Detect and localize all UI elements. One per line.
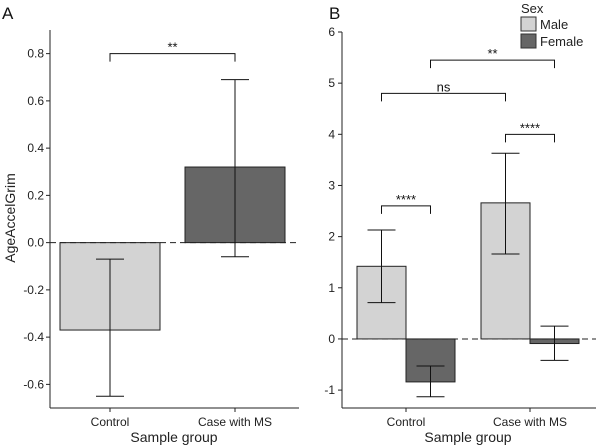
- panel-a-significance-bracket: [109, 53, 236, 62]
- panel-a-y-tick-label: -0.2: [23, 283, 44, 297]
- panel-a-y-axis-title: AgeAccelGrim: [2, 173, 18, 262]
- panel-b-y-tick-label: 6: [328, 25, 335, 39]
- panel-b-x-tick-label-case-with-ms: Case with MS: [493, 415, 567, 429]
- panel-a-significance-label: **: [167, 40, 177, 55]
- legend-label-female: Female: [540, 34, 583, 49]
- panel-b-y-tick-label: 0: [328, 332, 335, 346]
- panel-b-significance-bracket-3: [430, 59, 555, 69]
- panel-b: B Sample group -1 0 1 2 3 4 5 6 Control Case wit…: [324, 1, 596, 445]
- panel-b-y-tick-label: -1: [324, 383, 335, 397]
- panel-b-significance-bracket-2: [381, 92, 506, 102]
- legend-swatch-female: [520, 33, 537, 49]
- panel-a-y-tick-label: -0.4: [23, 330, 44, 344]
- panel-a-x-axis: Control Case with MS: [91, 408, 272, 429]
- panel-a-y-tick-label: 0.8: [27, 47, 44, 61]
- panel-b-significance-label-3: **: [487, 46, 497, 61]
- legend-title: Sex: [521, 1, 544, 16]
- panel-a-y-tick-label: 0.0: [27, 236, 44, 250]
- panel-a-y-tick-label: -0.6: [23, 377, 44, 391]
- panel-a-x-axis-title: Sample group: [130, 429, 217, 445]
- panel-a-y-tick-label: 0.4: [27, 141, 44, 155]
- panel-a-x-tick-label-control: Control: [91, 415, 130, 429]
- panel-a-x-tick-label-case-with-ms: Case with MS: [198, 415, 272, 429]
- panel-b-letter: B: [329, 4, 340, 23]
- panel-b-y-tick-label: 2: [328, 230, 335, 244]
- panel-a-y-tick-label: 0.6: [27, 94, 44, 108]
- legend: Sex Male Female: [520, 1, 583, 49]
- panel-b-x-axis-title: Sample group: [424, 429, 511, 445]
- panel-b-significance-label-2: ns: [437, 79, 451, 94]
- legend-label-male: Male: [540, 17, 568, 32]
- panel-b-x-tick-label-control: Control: [387, 415, 426, 429]
- panel-a-y-tick-label: 0.2: [27, 188, 44, 202]
- panel-a-y-axis: -0.6 -0.4 -0.2 0.0 0.2 0.4 0.6 0.8: [23, 30, 299, 409]
- legend-swatch-male: [520, 16, 537, 32]
- panel-b-x-axis: Control Case with MS: [387, 408, 567, 429]
- panel-b-y-tick-label: 5: [328, 76, 335, 90]
- panel-b-y-tick-label: 4: [328, 127, 335, 141]
- panel-b-significance-bracket-0: [381, 205, 431, 214]
- panel-b-marks: **** **** ns **: [342, 46, 596, 398]
- panel-a: A AgeAccelGrim Sample group -0.6 -0.4 -0.2…: [2, 4, 299, 445]
- panel-b-significance-label-0: ****: [396, 192, 416, 207]
- panel-b-y-axis: -1 0 1 2 3 4 5 6: [324, 25, 596, 409]
- panel-a-marks: **: [50, 40, 299, 397]
- panel-a-letter: A: [2, 4, 14, 23]
- panel-b-y-tick-label: 3: [328, 178, 335, 192]
- panel-b-significance-label-1: ****: [520, 120, 540, 135]
- panel-b-y-tick-label: 1: [328, 281, 335, 295]
- panel-b-significance-bracket-1: [505, 133, 555, 143]
